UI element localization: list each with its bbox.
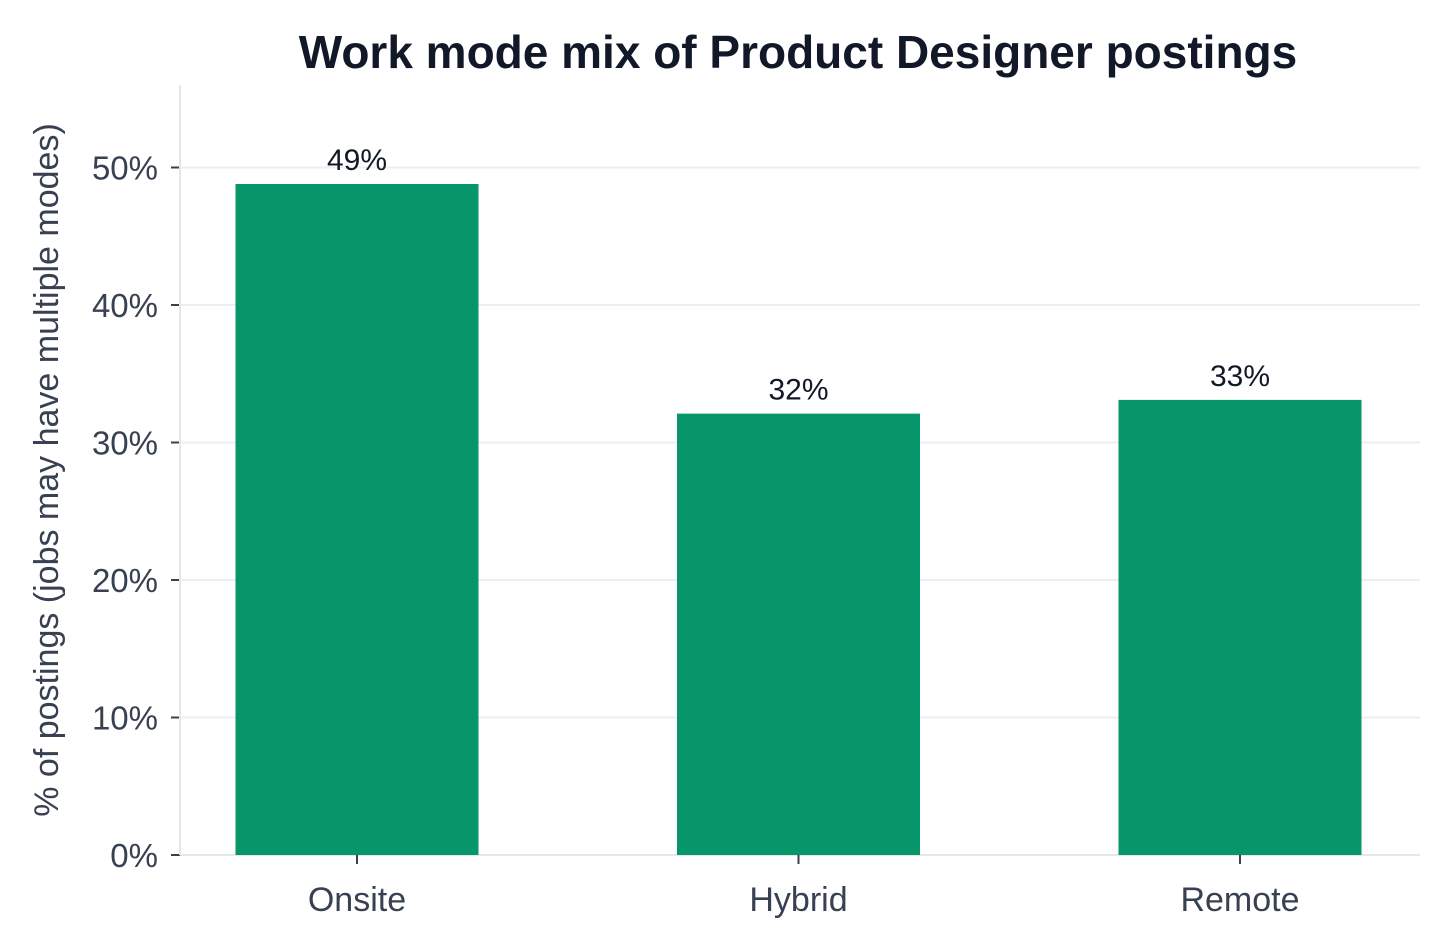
x-tick-label: Onsite bbox=[308, 881, 406, 919]
x-tick-label: Hybrid bbox=[749, 881, 847, 919]
bars bbox=[235, 184, 1362, 855]
chart-title: Work mode mix of Product Designer postin… bbox=[299, 26, 1298, 78]
x-tick-label: Remote bbox=[1180, 881, 1299, 919]
y-tick-label: 30% bbox=[92, 425, 158, 462]
bar-remote bbox=[1118, 399, 1362, 855]
data-label: 32% bbox=[768, 374, 828, 407]
y-axis-label: % of postings (jobs may have multiple mo… bbox=[28, 123, 66, 817]
bar-hybrid bbox=[677, 413, 920, 855]
bar-onsite bbox=[235, 184, 479, 855]
y-tick-label: 0% bbox=[110, 837, 158, 874]
data-labels: 49% 32% 33% bbox=[327, 144, 1270, 407]
y-tick-label: 40% bbox=[92, 287, 158, 324]
y-tick-label: 20% bbox=[92, 562, 158, 599]
data-label: 49% bbox=[327, 144, 387, 177]
y-tick-label: 10% bbox=[92, 700, 158, 737]
y-tick-label: 50% bbox=[92, 150, 158, 187]
data-label: 33% bbox=[1210, 360, 1270, 393]
